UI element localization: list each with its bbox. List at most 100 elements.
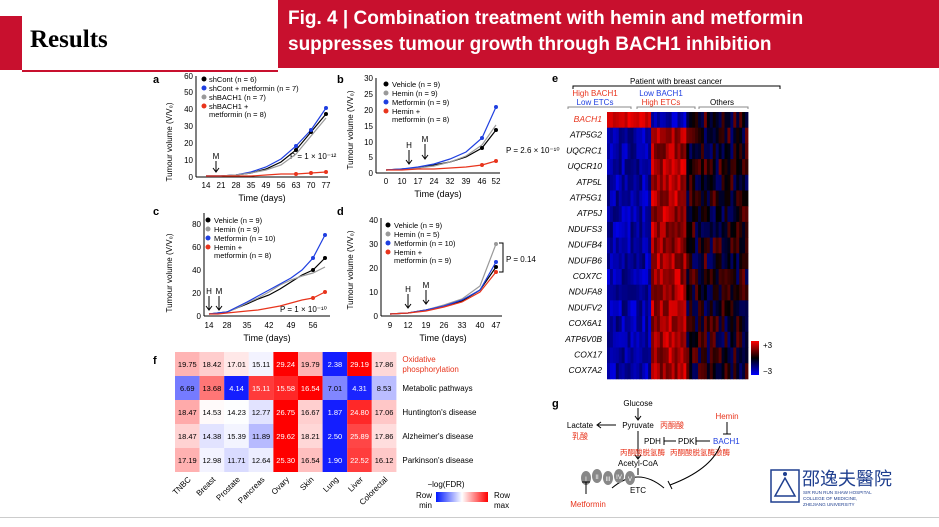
- heatmap-cell: [683, 174, 687, 191]
- heatmap-cell: [618, 190, 623, 207]
- heatmap-cell: [703, 112, 708, 129]
- heatmap-cell: [671, 253, 675, 270]
- heatmap-cell: [656, 127, 661, 144]
- panel-f-colorbar: [436, 492, 488, 502]
- heatmap-cell: [730, 237, 734, 254]
- heatmap-cell-value: 12.64: [252, 456, 271, 465]
- heatmap-cell: [724, 159, 728, 176]
- heatmap-cell: [730, 253, 734, 270]
- heatmap-cell-value: 25.30: [276, 456, 295, 465]
- heatmap-cell: [703, 221, 708, 238]
- heatmap-cell: [695, 253, 699, 270]
- heatmap-cell: [347, 376, 372, 400]
- panel-b-ytick: 10: [364, 138, 373, 147]
- heatmap-cell: [671, 174, 675, 191]
- heatmap-cell-value: 1.87: [328, 408, 343, 417]
- heatmap-cell: [730, 206, 734, 223]
- heatmap-cell: [656, 347, 661, 364]
- heatmap-cell: [677, 316, 681, 333]
- heatmap-cell: [706, 127, 711, 144]
- heatmap-cell: [724, 127, 728, 144]
- heatmap-cell: [706, 174, 711, 191]
- panel-f-scale-left: Row: [416, 491, 432, 500]
- heatmap-cell: [607, 143, 611, 160]
- heatmap-cell: [627, 112, 631, 129]
- heatmap-cell: [612, 316, 617, 333]
- heatmap-cell: [651, 206, 655, 223]
- panel-g-etc: ETC: [630, 486, 646, 495]
- gene-label: ATP5L: [576, 177, 603, 187]
- heatmap-cell: [662, 300, 667, 317]
- heatmap-cell: [322, 424, 348, 448]
- heatmap-cell: [627, 300, 631, 317]
- heatmap-cell: [322, 448, 348, 472]
- heatmap-cell: [701, 300, 705, 317]
- heatmap-cell: [624, 316, 628, 333]
- heatmap-cell: [630, 300, 634, 317]
- heatmap-cell-value: 17.01: [227, 360, 246, 369]
- heatmap-cell: [651, 159, 655, 176]
- etc-complex: [614, 469, 624, 483]
- heatmap-cell: [609, 112, 614, 129]
- heatmap-cell: [665, 174, 670, 191]
- panel-c-letter: c: [153, 206, 159, 218]
- panel-c-xtick: 28: [223, 321, 232, 330]
- heatmap-cell-value: 14.38: [203, 432, 222, 441]
- heatmap-cell: [715, 127, 720, 144]
- heatmap-cell: [615, 159, 620, 176]
- heatmap-cell: [621, 221, 626, 238]
- heatmap-cell: [703, 347, 708, 364]
- heatmap-cell: [648, 174, 652, 191]
- heatmap-cell-value: 18.47: [178, 408, 197, 417]
- gene-label: UQCR10: [568, 161, 603, 171]
- heatmap-cell: [618, 300, 623, 317]
- panel-a-legend: metformin (n = 8): [209, 110, 267, 119]
- heatmap-cell: [698, 331, 702, 348]
- heatmap-cell: [659, 127, 664, 144]
- heatmap-cell: [680, 127, 684, 144]
- panel-d-ytick: 0: [374, 312, 379, 321]
- heatmap-cell: [615, 206, 620, 223]
- heatmap-cell: [618, 127, 623, 144]
- heatmap-cell: [371, 400, 397, 424]
- heatmap-cell: [662, 253, 667, 270]
- heatmap-cell: [677, 253, 681, 270]
- heatmap-cell: [654, 159, 658, 176]
- heatmap-cell: [665, 221, 670, 238]
- heatmap-cell: [662, 206, 667, 223]
- heatmap-cell: [648, 300, 652, 317]
- panel-c-xtick: 42: [265, 321, 274, 330]
- heatmap-cell: [665, 206, 670, 223]
- panel-b-legend: Hemin +: [392, 107, 421, 116]
- heatmap-cell: [718, 316, 722, 333]
- panel-b-xtick: 10: [398, 177, 407, 186]
- heatmap-cell: [659, 174, 664, 191]
- heatmap-cell: [692, 190, 696, 207]
- heatmap-cell: [654, 206, 658, 223]
- heatmap-cell: [621, 363, 626, 380]
- heatmap-cell: [651, 269, 655, 286]
- heatmap-cell: [656, 331, 661, 348]
- panel-b-marker-h: H: [406, 141, 412, 150]
- heatmap-cell: [730, 174, 734, 191]
- heatmap-cell: [630, 174, 634, 191]
- heatmap-cell: [322, 376, 348, 400]
- panel-b-legend: Metformin (n = 9): [392, 98, 450, 107]
- panel-c-ytick: 20: [192, 289, 201, 298]
- panel-d-xtick: 19: [422, 321, 431, 330]
- heatmap-cell: [695, 300, 699, 317]
- heatmap-cell: [347, 352, 372, 376]
- heatmap-cell: [621, 331, 626, 348]
- panel-b-marker-m: M: [422, 135, 429, 144]
- heatmap-cell: [715, 143, 720, 160]
- heatmap-cell: [651, 190, 655, 207]
- heatmap-cell: [627, 284, 631, 301]
- heatmap-cell: [730, 269, 734, 286]
- heatmap-cell: [671, 190, 675, 207]
- heatmap-cell-value: 17.19: [178, 456, 197, 465]
- heatmap-cell: [680, 316, 684, 333]
- panel-b-ytick: 30: [364, 74, 373, 83]
- heatmap-cell: [733, 221, 737, 238]
- heatmap-cell: [745, 269, 749, 286]
- heatmap-cell: [721, 221, 725, 238]
